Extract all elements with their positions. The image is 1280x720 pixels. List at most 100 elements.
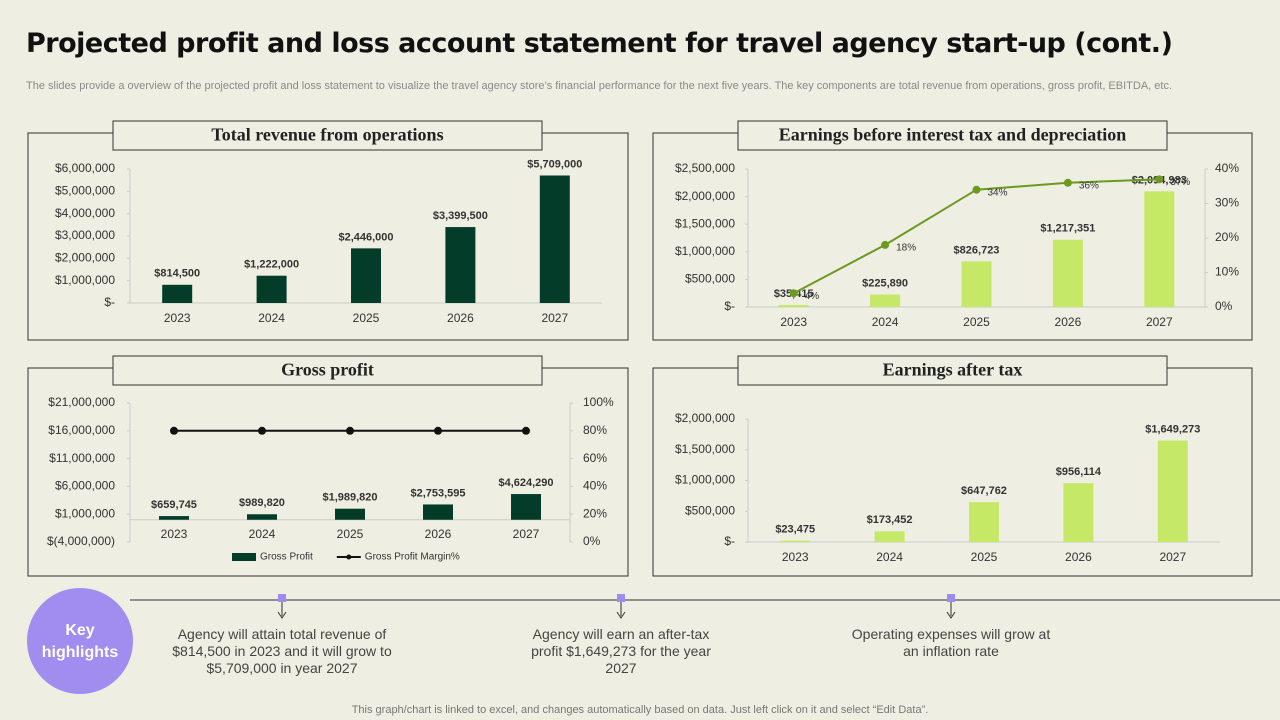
y2-tick-label: 100% — [583, 395, 614, 409]
y2-tick-label: 40% — [583, 479, 607, 493]
highlight-text: Agency will earn an after-tax profit $1,… — [531, 626, 711, 676]
data-label: $956,114 — [1056, 466, 1102, 478]
highlight-text: Agency will attain total revenue of $814… — [172, 626, 392, 676]
bar — [247, 514, 277, 520]
highlight-badge-label: Key highlights — [41, 622, 119, 661]
chart-title: Gross profit — [281, 360, 374, 380]
bar — [1157, 440, 1188, 542]
y-tick-label: $1,000,000 — [675, 244, 735, 258]
data-label: $173,452 — [867, 514, 913, 526]
bar — [335, 508, 365, 520]
bar — [969, 502, 999, 542]
x-tick-label: 2024 — [872, 315, 899, 329]
y-tick-label: $- — [724, 534, 735, 548]
x-tick-label: 2026 — [1055, 315, 1082, 329]
page-subtitle: The slides provide a overview of the pro… — [26, 80, 1172, 92]
page-title: Projected profit and loss account statem… — [26, 28, 1173, 59]
bar — [1052, 239, 1083, 307]
data-label: $23,475 — [775, 523, 815, 535]
data-label: $1,217,351 — [1040, 223, 1095, 235]
data-label: $4,624,290 — [498, 477, 553, 489]
chart-title: Total revenue from operations — [211, 125, 443, 145]
y2-tick-label: 20% — [1215, 230, 1239, 244]
line-data-label: 18% — [896, 243, 916, 254]
y-tick-label: $- — [724, 299, 735, 313]
bar — [870, 294, 901, 307]
x-tick-label: 2026 — [447, 311, 474, 325]
data-label: $1,989,820 — [322, 492, 377, 504]
y-tick-label: $2,000,000 — [675, 189, 735, 203]
line-point — [346, 426, 354, 435]
x-tick-label: 2024 — [258, 311, 285, 325]
bar — [961, 261, 992, 307]
data-label: $826,723 — [954, 244, 1000, 256]
x-tick-label: 2023 — [164, 311, 191, 325]
line-point — [972, 185, 981, 194]
legend-label: Gross Profit Margin% — [365, 552, 460, 563]
line-point — [1063, 178, 1072, 187]
x-tick-label: 2027 — [1159, 550, 1186, 564]
line-data-label: 37% — [1170, 177, 1190, 188]
line-point — [789, 289, 798, 298]
data-label: $1,649,273 — [1145, 423, 1200, 435]
y-tick-label: $(4,000,000) — [47, 534, 115, 548]
chart-panel: Total revenue from operations $- $1,000,00… — [27, 120, 629, 341]
y-tick-label: $2,000,000 — [675, 411, 735, 425]
data-label: $2,446,000 — [338, 231, 393, 243]
chart-panel: Earnings after tax $- $500,000 $1,000,000 $1… — [652, 355, 1253, 577]
x-tick-label: 2023 — [161, 527, 188, 541]
line-point — [170, 426, 178, 435]
data-label: $225,890 — [862, 277, 908, 289]
x-tick-label: 2025 — [963, 315, 990, 329]
y2-tick-label: 60% — [583, 451, 607, 465]
x-tick-label: 2026 — [1065, 550, 1092, 564]
bar — [423, 504, 453, 520]
data-label: $5,709,000 — [527, 158, 582, 170]
y2-tick-label: 20% — [583, 506, 607, 520]
data-label: $659,745 — [151, 499, 197, 511]
y2-tick-label: 80% — [583, 423, 607, 437]
line-point — [434, 426, 442, 435]
bar — [351, 248, 381, 303]
chart-title: Earnings before interest tax and depreci… — [779, 125, 1127, 145]
data-label: $647,762 — [961, 485, 1007, 497]
line-point — [1155, 175, 1164, 184]
x-tick-label: 2027 — [513, 527, 540, 541]
highlight-text: Operating expenses will grow at an infla… — [851, 626, 1051, 659]
x-tick-label: 2024 — [876, 550, 903, 564]
y-tick-label: $2,000,000 — [55, 251, 115, 265]
x-tick-label: 2025 — [337, 527, 364, 541]
x-tick-label: 2027 — [541, 311, 568, 325]
line-data-label: 36% — [1079, 180, 1099, 191]
line-point — [881, 240, 890, 249]
panel-title-box — [112, 120, 543, 151]
chart-panel: Earnings before interest tax and depreci… — [652, 120, 1253, 341]
y-tick-label: $6,000,000 — [55, 161, 115, 175]
y-tick-label: $6,000,000 — [55, 479, 115, 493]
chart-panel: Gross profit $(4,000,000) $1,000,000 $6,000… — [27, 355, 629, 577]
bar — [1144, 191, 1175, 307]
timeline-markers — [277, 594, 956, 619]
data-label: $814,500 — [154, 268, 200, 280]
y2-tick-label: 0% — [1215, 299, 1233, 313]
bar — [159, 516, 189, 520]
y-tick-label: $11,000,000 — [49, 451, 115, 465]
x-tick-label: 2024 — [249, 527, 276, 541]
panel-frame — [27, 367, 629, 577]
data-label: $3,399,500 — [433, 210, 488, 222]
y-tick-label: $5,000,000 — [55, 184, 115, 198]
bar — [780, 540, 811, 542]
bar — [874, 531, 905, 542]
panel-title-box — [737, 120, 1168, 151]
bar — [1063, 483, 1094, 542]
y-tick-label: $1,000,000 — [675, 473, 735, 487]
line-point — [258, 426, 266, 435]
bar — [778, 305, 809, 307]
highlight-badge — [27, 588, 133, 694]
bar — [445, 227, 476, 303]
x-tick-label: 2025 — [353, 311, 380, 325]
x-tick-label: 2026 — [425, 527, 452, 541]
line-point — [522, 426, 530, 435]
y-tick-label: $2,500,000 — [675, 161, 735, 175]
y-tick-label: $4,000,000 — [55, 206, 115, 220]
